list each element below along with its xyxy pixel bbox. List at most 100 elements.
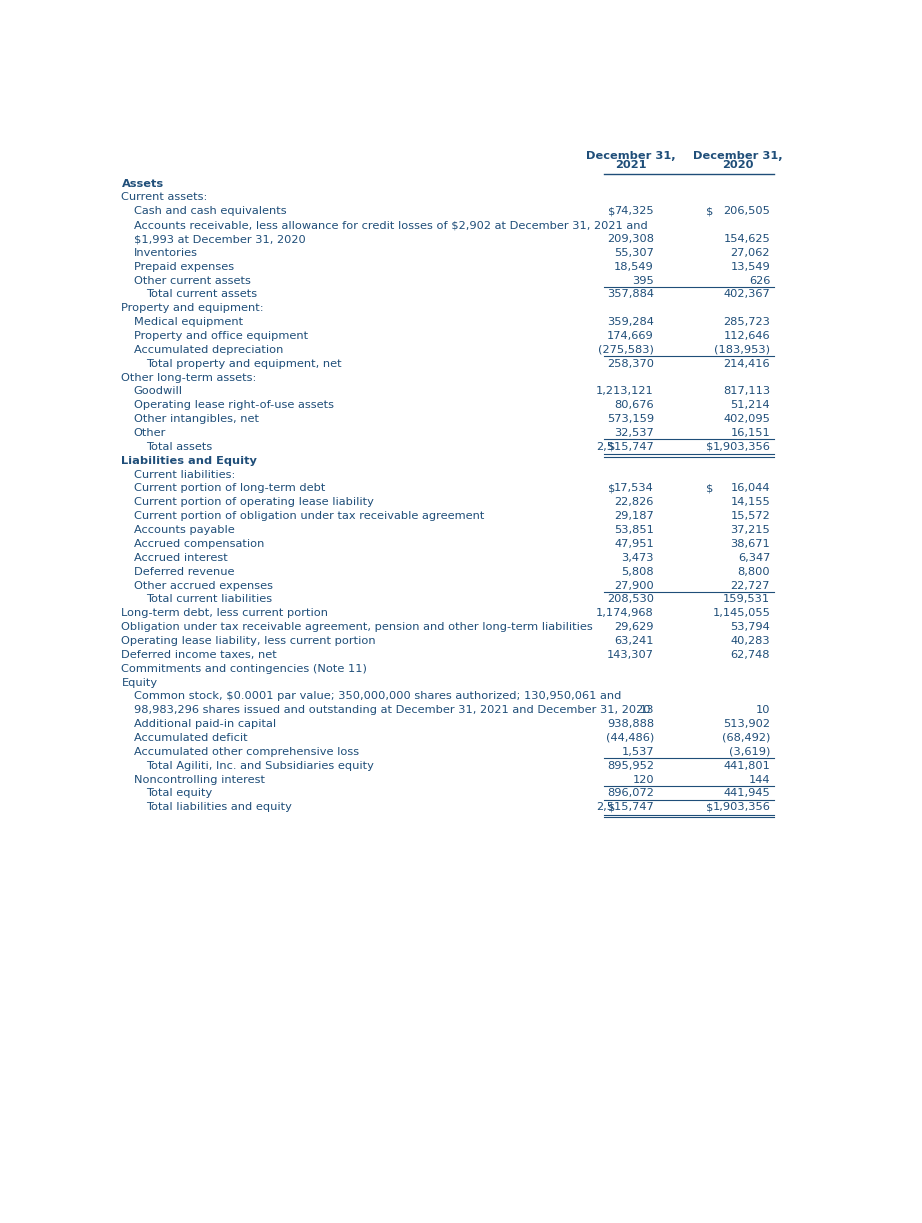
Text: 120: 120 [632,774,654,784]
Text: (183,953): (183,953) [715,345,770,355]
Text: Total current assets: Total current assets [147,290,257,300]
Text: Accrued interest: Accrued interest [134,553,228,563]
Text: 22,826: 22,826 [614,498,654,508]
Text: 13: 13 [639,706,654,715]
Text: December 31,: December 31, [586,150,676,160]
Text: Noncontrolling interest: Noncontrolling interest [134,774,265,784]
Text: Total equity: Total equity [147,789,212,799]
Text: $: $ [706,483,714,494]
Text: Property and equipment:: Property and equipment: [122,303,264,313]
Text: 74,325: 74,325 [614,207,654,216]
Text: 938,888: 938,888 [607,719,654,729]
Text: 29,629: 29,629 [614,623,654,632]
Text: (68,492): (68,492) [722,733,770,742]
Text: 258,370: 258,370 [607,358,654,369]
Text: 1,903,356: 1,903,356 [713,802,770,812]
Text: December 31,: December 31, [693,150,783,160]
Text: 62,748: 62,748 [730,649,770,660]
Text: 13,549: 13,549 [730,262,770,272]
Text: $: $ [706,207,714,216]
Text: 206,505: 206,505 [723,207,770,216]
Text: 51,214: 51,214 [730,400,770,411]
Text: 896,072: 896,072 [607,789,654,799]
Text: Total current liabilities: Total current liabilities [147,594,272,604]
Text: Total property and equipment, net: Total property and equipment, net [147,358,342,369]
Text: $1,993 at December 31, 2020: $1,993 at December 31, 2020 [134,234,305,245]
Text: Goodwill: Goodwill [134,386,183,396]
Text: 29,187: 29,187 [614,511,654,521]
Text: 209,308: 209,308 [607,234,654,245]
Text: 112,646: 112,646 [724,331,770,341]
Text: 27,900: 27,900 [614,581,654,591]
Text: 208,530: 208,530 [607,594,654,604]
Text: 402,367: 402,367 [724,290,770,300]
Text: 5,808: 5,808 [621,566,654,577]
Text: 53,851: 53,851 [614,525,654,536]
Text: 2,515,747: 2,515,747 [597,442,654,453]
Text: 357,884: 357,884 [607,290,654,300]
Text: Other: Other [134,428,166,438]
Text: 6,347: 6,347 [738,553,770,563]
Text: Operating lease liability, less current portion: Operating lease liability, less current … [122,636,376,646]
Text: 16,151: 16,151 [730,428,770,438]
Text: 573,159: 573,159 [607,415,654,424]
Text: Current portion of long-term debt: Current portion of long-term debt [134,483,325,494]
Text: 441,945: 441,945 [724,789,770,799]
Text: 159,531: 159,531 [723,594,770,604]
Text: 214,416: 214,416 [724,358,770,369]
Text: 1,145,055: 1,145,055 [713,608,770,619]
Text: 17,534: 17,534 [614,483,654,494]
Text: Total assets: Total assets [147,442,212,453]
Text: 15,572: 15,572 [730,511,770,521]
Text: Equity: Equity [122,678,158,687]
Text: 47,951: 47,951 [614,539,654,549]
Text: 3,473: 3,473 [621,553,654,563]
Text: Accumulated deficit: Accumulated deficit [134,733,247,742]
Text: 32,537: 32,537 [614,428,654,438]
Text: 143,307: 143,307 [607,649,654,660]
Text: 63,241: 63,241 [614,636,654,646]
Text: 1,537: 1,537 [621,747,654,757]
Text: $: $ [609,483,616,494]
Text: 359,284: 359,284 [607,317,654,328]
Text: 1,213,121: 1,213,121 [597,386,654,396]
Text: Deferred income taxes, net: Deferred income taxes, net [122,649,278,660]
Text: 285,723: 285,723 [723,317,770,328]
Text: $: $ [609,442,616,453]
Text: 22,727: 22,727 [730,581,770,591]
Text: (44,486): (44,486) [606,733,654,742]
Text: Current liabilities:: Current liabilities: [134,470,235,479]
Text: Prepaid expenses: Prepaid expenses [134,262,234,272]
Text: 154,625: 154,625 [724,234,770,245]
Text: $: $ [706,802,714,812]
Text: 626: 626 [749,275,770,286]
Text: 98,983,296 shares issued and outstanding at December 31, 2021 and December 31, 2: 98,983,296 shares issued and outstanding… [134,706,650,715]
Text: 402,095: 402,095 [723,415,770,424]
Text: (275,583): (275,583) [598,345,654,355]
Text: Current portion of obligation under tax receivable agreement: Current portion of obligation under tax … [134,511,484,521]
Text: Liabilities and Equity: Liabilities and Equity [122,456,257,466]
Text: 895,952: 895,952 [607,761,654,770]
Text: Other long-term assets:: Other long-term assets: [122,373,257,383]
Text: 10: 10 [756,706,770,715]
Text: 37,215: 37,215 [730,525,770,536]
Text: Medical equipment: Medical equipment [134,317,243,328]
Text: Total Agiliti, Inc. and Subsidiaries equity: Total Agiliti, Inc. and Subsidiaries equ… [147,761,374,770]
Text: Property and office equipment: Property and office equipment [134,331,308,341]
Text: 2,515,747: 2,515,747 [597,802,654,812]
Text: Accounts payable: Accounts payable [134,525,234,536]
Text: 2021: 2021 [615,160,646,170]
Text: 18,549: 18,549 [614,262,654,272]
Text: 174,669: 174,669 [607,331,654,341]
Text: Other intangibles, net: Other intangibles, net [134,415,259,424]
Text: Other accrued expenses: Other accrued expenses [134,581,273,591]
Text: Deferred revenue: Deferred revenue [134,566,234,577]
Text: Inventories: Inventories [134,248,198,258]
Text: 16,044: 16,044 [730,483,770,494]
Text: Commitments and contingencies (Note 11): Commitments and contingencies (Note 11) [122,664,367,674]
Text: $: $ [706,442,714,453]
Text: Other current assets: Other current assets [134,275,251,286]
Text: 2020: 2020 [722,160,753,170]
Text: 8,800: 8,800 [738,566,770,577]
Text: Accrued compensation: Accrued compensation [134,539,265,549]
